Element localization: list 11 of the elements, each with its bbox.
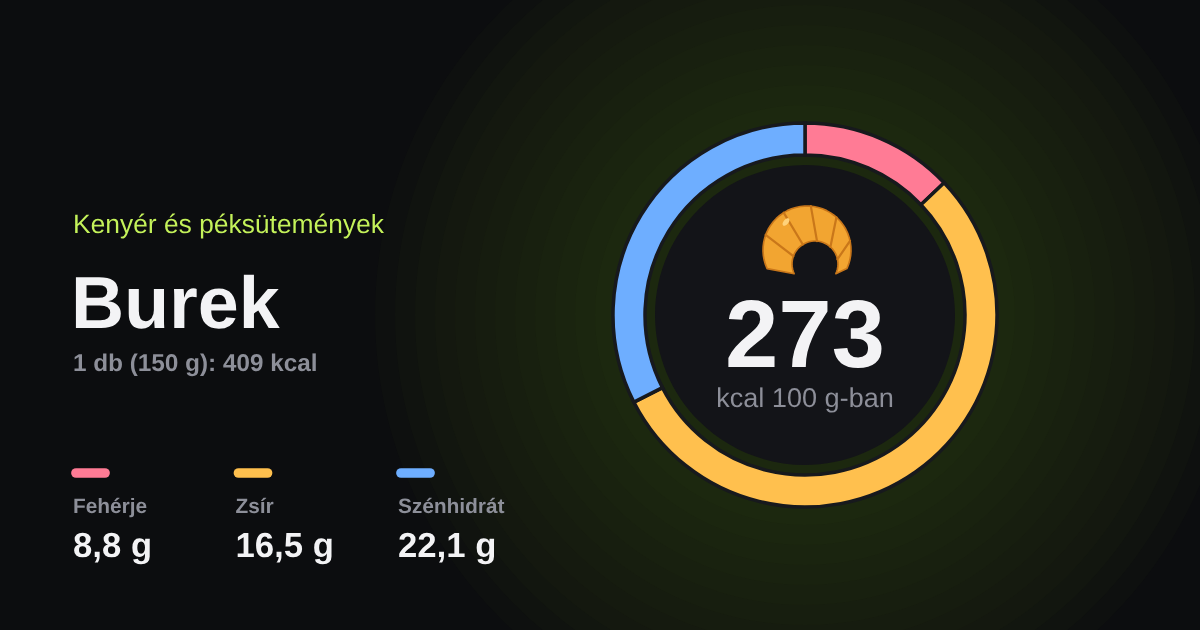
text: 273 (728, 300, 882, 369)
legend-label: Szénhidrát (398, 497, 505, 514)
text: kcal 100 g-ban (718, 387, 893, 413)
legend-label: Zsír (236, 497, 274, 514)
legend-label: Fehérje (74, 497, 147, 518)
text: 8,8 g (74, 532, 150, 565)
text: 1 db (150 g): 409 kcal (74, 353, 316, 377)
text: 22,1 g (399, 532, 495, 565)
text: Kenyér és péksütemények (75, 213, 385, 239)
text: 16,5 g (237, 532, 332, 565)
text: Burek (75, 274, 280, 329)
